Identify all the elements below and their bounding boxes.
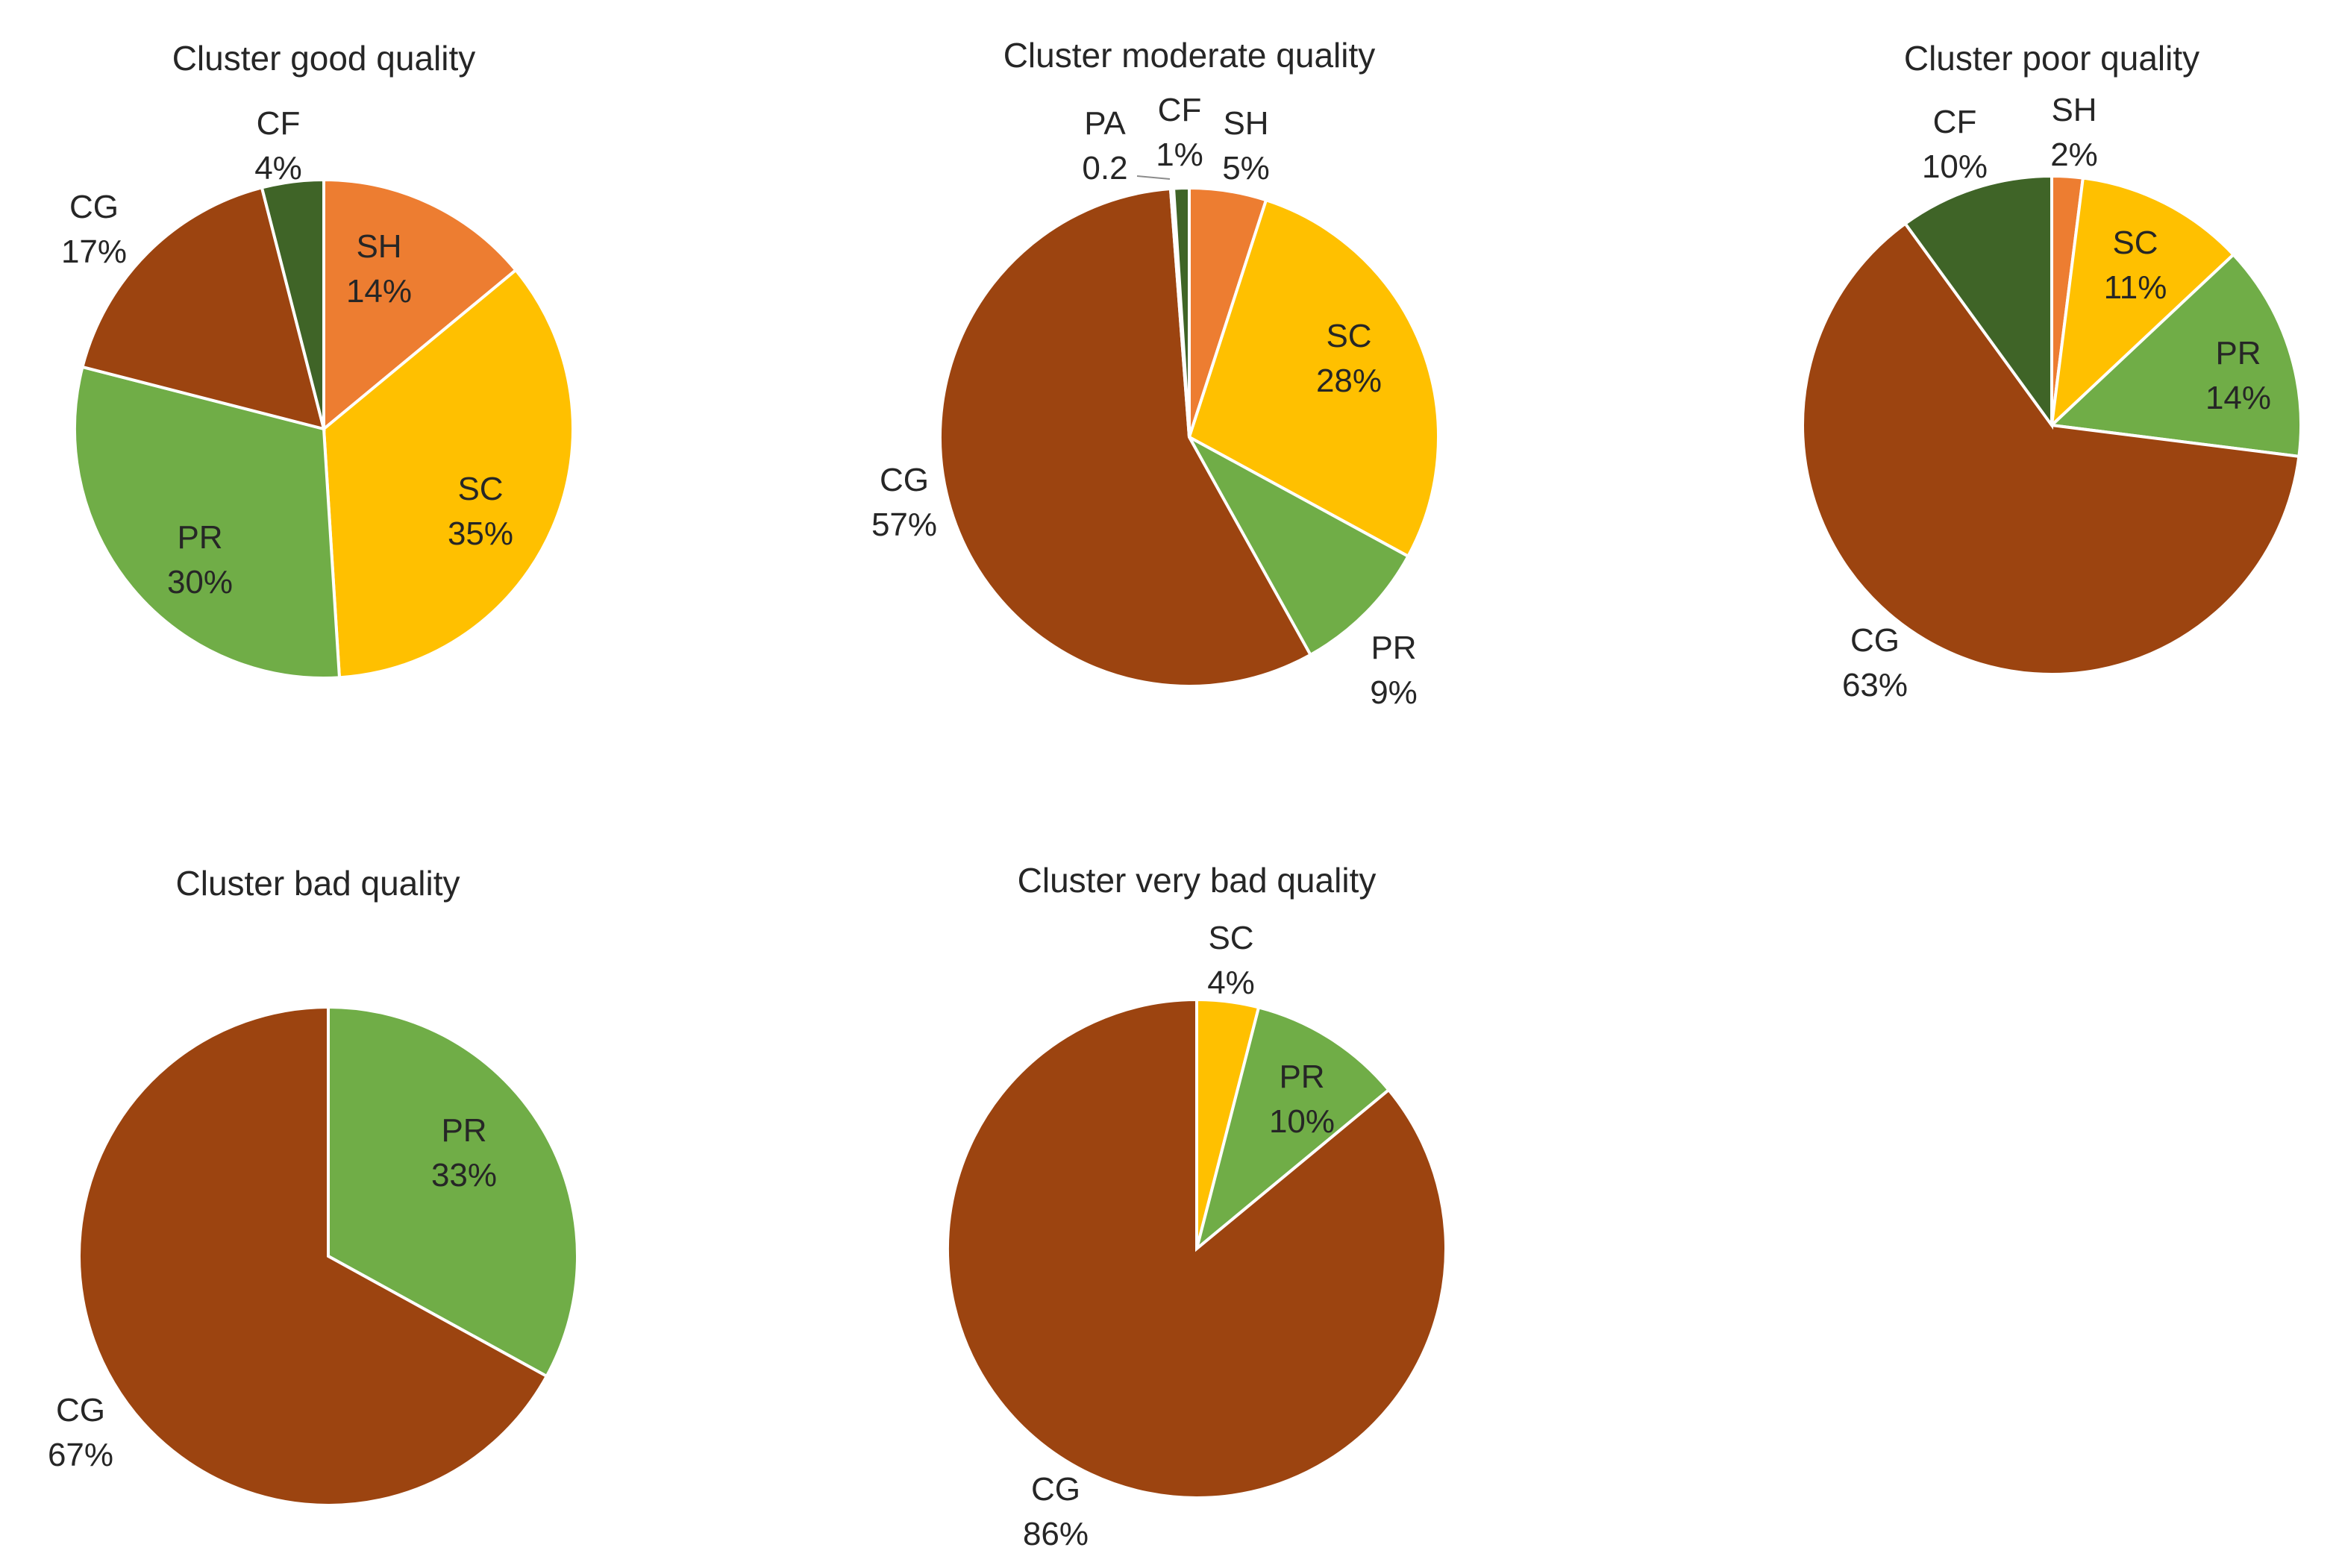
- slice-value-label: 0.2: [1082, 150, 1127, 186]
- slice-category-label: CG: [1850, 622, 1900, 659]
- slice-label-sh: SH 5%: [1222, 105, 1270, 186]
- pie-chart-good-quality: Cluster good quality SH 14% SC 35% PR 30% CG 17…: [61, 39, 574, 680]
- slice-value-label: 14%: [346, 273, 412, 310]
- pie-slice-cf: [1903, 174, 2053, 430]
- pie-chart-very-bad-quality: Cluster very bad quality SC 4% PR 10% CG 86%: [946, 861, 1447, 1552]
- slice-value-label: 86%: [1023, 1516, 1089, 1552]
- slice-label-sc: SC 28%: [1316, 318, 1382, 399]
- slice-value-label: 17%: [61, 233, 127, 270]
- slice-category-label: PR: [177, 519, 222, 556]
- slice-label-cf: CF 10%: [1922, 104, 1988, 185]
- slice-category-label: CG: [1031, 1471, 1080, 1508]
- slice-category-label: CF: [257, 105, 301, 142]
- chart-title: Cluster poor quality: [1904, 39, 2199, 78]
- slice-value-label: 4%: [1207, 965, 1255, 1001]
- slice-category-label: SC: [457, 471, 503, 507]
- slice-category-label: CG: [69, 189, 119, 225]
- slice-category-label: CG: [56, 1392, 105, 1429]
- pie-slice-pr: [73, 365, 342, 680]
- chart-title: Cluster good quality: [172, 39, 476, 78]
- pie-slice-pr: [1194, 1006, 1391, 1253]
- slice-value-label: 33%: [431, 1157, 497, 1194]
- slice-category-label: CF: [1933, 104, 1977, 140]
- slice-label-sc: SC 35%: [448, 471, 513, 552]
- slice-value-label: 30%: [167, 564, 233, 600]
- slice-label-cg: CG 63%: [1842, 622, 1908, 703]
- pie-slice-pr: [2048, 252, 2302, 459]
- slice-category-label: SC: [1208, 920, 1253, 956]
- slice-category-label: SH: [2051, 92, 2097, 128]
- slice-value-label: 4%: [254, 150, 302, 186]
- slice-category-label: SH: [356, 228, 401, 265]
- slice-category-label: PR: [1279, 1059, 1324, 1095]
- pie-slice-cg: [78, 1005, 549, 1507]
- slice-category-label: PA: [1084, 105, 1126, 142]
- pie-slice-cg: [1801, 221, 2301, 676]
- chart-title: Cluster moderate quality: [1003, 36, 1376, 75]
- slice-value-label: 28%: [1316, 363, 1382, 399]
- slice-label-cf: CF 4%: [254, 105, 302, 186]
- slice-label-cg: CG 17%: [61, 189, 127, 270]
- pie-slice-cg: [81, 186, 326, 431]
- slice-category-label: CG: [880, 462, 929, 498]
- pie-slice-cg: [946, 997, 1447, 1499]
- slice-value-label: 1%: [1156, 137, 1203, 173]
- chart-title: Cluster very bad quality: [1018, 861, 1377, 900]
- slice-value-label: 2%: [2050, 137, 2098, 173]
- slice-category-label: PR: [441, 1112, 486, 1149]
- pie-slice-sh: [322, 178, 519, 433]
- slice-value-label: 9%: [1370, 674, 1418, 711]
- pie-slice-cf: [1171, 186, 1191, 438]
- slice-value-label: 63%: [1842, 667, 1908, 703]
- slice-label-sc: SC 11%: [2104, 225, 2167, 306]
- slice-value-label: 14%: [2205, 380, 2271, 416]
- slice-label-sh: SH 2%: [2050, 92, 2098, 173]
- slice-value-label: 35%: [448, 515, 513, 552]
- slice-category-label: PR: [2215, 335, 2261, 371]
- pie-slice-pr: [1185, 433, 1411, 657]
- slice-label-sc: SC 4%: [1207, 920, 1255, 1001]
- pie-slice-cf: [260, 178, 325, 430]
- slice-label-cf: CF 1%: [1156, 92, 1203, 173]
- pie-slice-sc: [322, 268, 574, 680]
- slice-value-label: 10%: [1269, 1103, 1335, 1140]
- pie-slice-sc: [1187, 198, 1440, 559]
- slice-category-label: CF: [1158, 92, 1202, 128]
- slice-label-pr: PR 30%: [167, 519, 233, 600]
- slice-label-pa: PA 0.2: [1082, 105, 1127, 186]
- slice-label-pr: PR 10%: [1269, 1059, 1335, 1140]
- pie-chart-poor-quality: Cluster poor quality SH 2% SC 11% PR 14% CG 63%…: [1801, 39, 2302, 703]
- slice-value-label: 5%: [1222, 150, 1270, 186]
- slice-value-label: 57%: [871, 507, 937, 543]
- slice-label-cg: CG 86%: [1023, 1471, 1089, 1552]
- pie-slice-cg: [938, 186, 1313, 688]
- chart-title: Cluster bad quality: [176, 864, 460, 903]
- slice-label-cg: CG 67%: [48, 1392, 113, 1473]
- slice-label-cg: CG 57%: [871, 462, 937, 543]
- slice-category-label: SH: [1223, 105, 1268, 142]
- slice-category-label: SC: [2112, 225, 2158, 261]
- pie-slice-pr: [327, 1005, 579, 1379]
- slice-label-pr: PR 9%: [1370, 630, 1418, 711]
- pie-chart-bad-quality: Cluster bad quality PR 33% CG 67%: [48, 864, 579, 1507]
- slice-category-label: SC: [1326, 318, 1371, 354]
- slice-label-pr: PR 33%: [431, 1112, 497, 1194]
- slice-value-label: 10%: [1922, 148, 1988, 185]
- slice-category-label: PR: [1371, 630, 1416, 666]
- slice-label-sh: SH 14%: [346, 228, 412, 310]
- leader-line: [1136, 175, 1171, 180]
- slice-value-label: 11%: [2104, 269, 2167, 306]
- slice-label-pr: PR 14%: [2205, 335, 2271, 416]
- pie-slice-sc: [2050, 176, 2236, 430]
- pie-chart-moderate-quality: Cluster moderate quality SH 5% SC 28% PR 9% CG…: [871, 36, 1440, 711]
- slice-value-label: 67%: [48, 1437, 113, 1473]
